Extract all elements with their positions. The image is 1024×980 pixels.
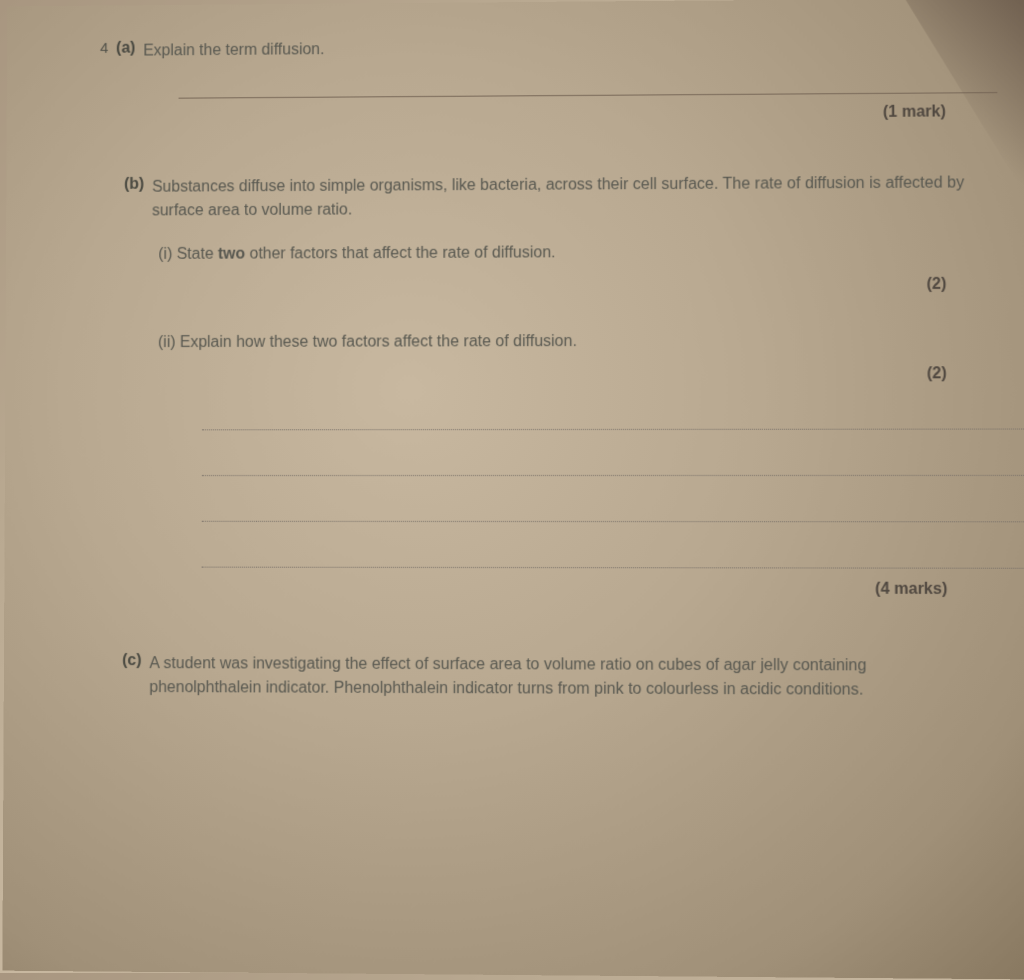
part-a-marks: (1 mark) bbox=[100, 103, 946, 126]
question-4b-header: (b) Substances diffuse into simple organ… bbox=[124, 171, 977, 223]
question-4c: (c) A student was investigating the effe… bbox=[122, 652, 978, 703]
answer-line-1 bbox=[202, 429, 1024, 431]
question-number: 4 bbox=[100, 40, 108, 57]
question-4b: (b) Substances diffuse into simple organ… bbox=[122, 171, 977, 599]
answer-line-a bbox=[179, 92, 998, 99]
question-4b-i: (i) State two other factors that affect … bbox=[158, 240, 977, 297]
question-4a: 4 (a) Explain the term diffusion. (1 mar… bbox=[100, 33, 976, 127]
part-a-letter: (a) bbox=[116, 40, 135, 58]
sub-ii-marks: (2) bbox=[158, 365, 947, 385]
question-4b-ii: (ii) Explain how these two factors affec… bbox=[158, 329, 977, 385]
question-4c-header: (c) A student was investigating the effe… bbox=[122, 652, 978, 703]
sub-ii-text: Explain how these two factors affect the… bbox=[180, 333, 577, 351]
sub-i-text-after: other factors that affect the rate of di… bbox=[245, 244, 555, 262]
part-b-letter: (b) bbox=[124, 176, 144, 194]
question-4a-header: 4 (a) Explain the term diffusion. bbox=[100, 33, 976, 64]
answer-line-2 bbox=[202, 475, 1024, 476]
part-c-letter: (c) bbox=[122, 652, 141, 670]
part-a-text: Explain the term diffusion. bbox=[143, 38, 324, 63]
sub-i-bold: two bbox=[218, 246, 245, 263]
part-b-total-marks: (4 marks) bbox=[122, 579, 947, 599]
exam-page: 4 (a) Explain the term diffusion. (1 mar… bbox=[2, 0, 1024, 979]
sub-i-text-before: State bbox=[177, 246, 218, 263]
answer-line-4 bbox=[202, 567, 1024, 569]
sub-i-label: (i) bbox=[158, 246, 172, 263]
part-c-text: A student was investigating the effect o… bbox=[149, 652, 978, 703]
sub-ii-label: (ii) bbox=[158, 334, 176, 351]
part-b-intro: Substances diffuse into simple organisms… bbox=[152, 171, 977, 223]
answer-line-3 bbox=[202, 521, 1024, 523]
sub-i-marks: (2) bbox=[158, 276, 946, 297]
